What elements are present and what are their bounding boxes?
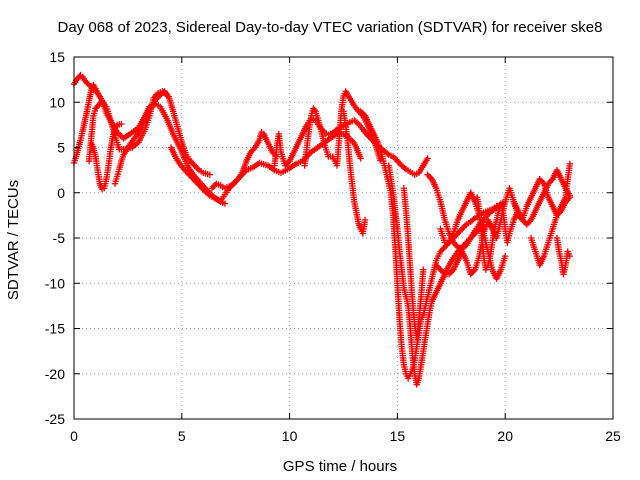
y-tick-label: 5: [57, 140, 65, 156]
y-axis-label: SDTVAR / TECUs: [5, 180, 22, 300]
data-point: [470, 216, 477, 223]
y-tick-label: -5: [53, 230, 66, 246]
x-axis-label: GPS time / hours: [283, 458, 397, 475]
x-tick-label: 5: [178, 428, 186, 444]
x-tick-label: 10: [282, 428, 298, 444]
data-point: [205, 191, 212, 198]
data-point: [221, 200, 229, 207]
y-tick-label: -15: [45, 321, 65, 337]
x-tick-label: 25: [605, 428, 621, 444]
y-tick-label: -25: [45, 411, 65, 427]
data-point: [401, 164, 408, 172]
y-tick-label: -20: [45, 366, 65, 382]
y-tick-label: 15: [49, 49, 65, 65]
data-point: [357, 155, 364, 162]
y-tick-label: 0: [57, 185, 65, 201]
data-point: [311, 106, 318, 114]
data-point: [353, 119, 361, 126]
data-point: [566, 252, 574, 260]
data-points: [70, 71, 574, 388]
axis-ticks: 0 5 10 15 20 25 -25 -20 -15 -10 -5 0 5 10 15: [45, 49, 621, 444]
x-tick-label: 20: [497, 428, 513, 444]
data-point: [361, 216, 369, 224]
data-point: [502, 252, 509, 260]
data-point: [384, 150, 391, 157]
chart-title: Day 068 of 2023, Sidereal Day-to-day VTE…: [58, 19, 603, 36]
data-point: [420, 266, 427, 273]
data-point: [332, 127, 339, 134]
y-tick-label: 10: [49, 94, 65, 110]
data-point: [118, 120, 125, 128]
data-point: [566, 160, 574, 167]
data-point: [206, 171, 214, 178]
x-tick-label: 0: [70, 428, 78, 444]
data-point: [112, 123, 120, 130]
data-point: [96, 93, 104, 101]
y-tick-label: -10: [45, 275, 65, 291]
x-tick-label: 15: [390, 428, 406, 444]
data-point: [424, 155, 431, 162]
